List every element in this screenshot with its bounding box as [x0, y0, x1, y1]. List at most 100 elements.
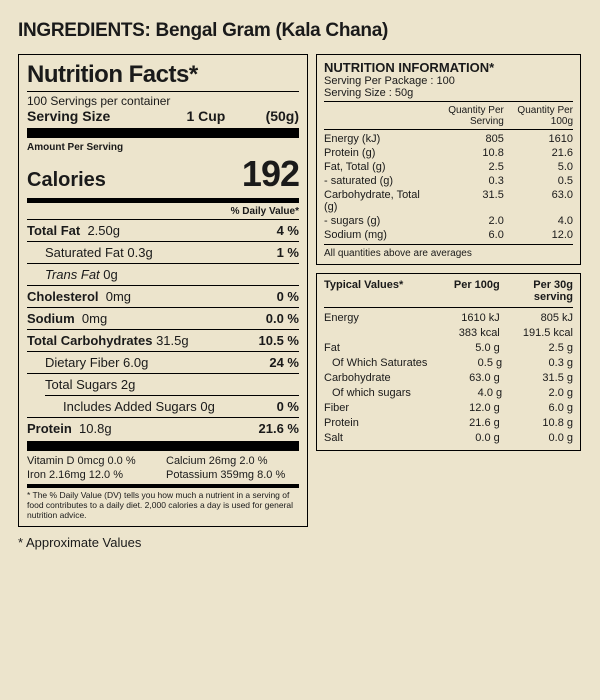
mid-rule	[27, 484, 299, 488]
rule	[27, 329, 299, 330]
ni-row: Energy (kJ)8051610	[324, 132, 573, 146]
tv-header-row: Typical Values* Per 100g Per 30g serving	[324, 279, 573, 303]
amount: 0mg	[106, 289, 131, 304]
tv-row: Protein21.6 g10.8 g	[324, 415, 573, 430]
tv-row: Carbohydrate63.0 g31.5 g	[324, 370, 573, 385]
ni-row: Sodium (mg)6.012.0	[324, 228, 573, 242]
rule	[27, 219, 299, 220]
vitamin-d: Vitamin D 0mcg 0.0 %	[27, 455, 160, 467]
ni-row: - saturated (g)0.30.5	[324, 174, 573, 188]
amount: 0g	[200, 399, 214, 414]
label: Protein	[27, 421, 72, 436]
label: Total Carbohydrates	[27, 333, 152, 348]
ni-row: - sugars (g)2.04.0	[324, 214, 573, 228]
row-total-sugars: Total Sugars 2g	[27, 376, 299, 393]
rule	[27, 285, 299, 286]
label: Sodium	[27, 311, 75, 326]
rule	[27, 373, 299, 374]
row-total-carbohydrates: Total Carbohydrates 31.5g 10.5 %	[27, 332, 299, 349]
iron: Iron 2.16mg 12.0 %	[27, 469, 160, 481]
ni-rows: Energy (kJ)8051610Protein (g)10.821.6Fat…	[324, 132, 573, 242]
panels-row: Nutrition Facts* 100 Servings per contai…	[18, 54, 582, 527]
tv-row: Of which sugars4.0 g2.0 g	[324, 385, 573, 400]
label: Total Sugars	[45, 377, 117, 392]
vitamins-grid: Vitamin D 0mcg 0.0 % Calcium 26mg 2.0 % …	[27, 455, 299, 481]
nutrition-facts-panel: Nutrition Facts* 100 Servings per contai…	[18, 54, 308, 527]
rule	[27, 307, 299, 308]
servings-per-container: 100 Servings per container	[27, 94, 299, 108]
label: Saturated Fat	[45, 245, 124, 260]
ni-row: Protein (g)10.821.6	[324, 146, 573, 160]
rule	[27, 263, 299, 264]
tv-rows: Energy1610 kJ805 kJ383 kcal191.5 kcalFat…	[324, 310, 573, 445]
tv-row: Fat5.0 g2.5 g	[324, 340, 573, 355]
rule	[324, 307, 573, 308]
tv-row: Fiber12.0 g6.0 g	[324, 400, 573, 415]
label: Cholesterol	[27, 289, 99, 304]
row-cholesterol: Cholesterol 0mg 0 %	[27, 288, 299, 305]
nutrition-information-panel: NUTRITION INFORMATION* Serving Per Packa…	[316, 54, 581, 265]
serving-size-label: Serving Size	[27, 108, 146, 124]
amount-per-serving-label: Amount Per Serving	[27, 142, 299, 153]
amount: 2.50g	[87, 223, 120, 238]
nutrition-information-title: NUTRITION INFORMATION*	[324, 60, 573, 75]
serving-size-row: Serving Size 1 Cup (50g)	[27, 108, 299, 124]
serving-size: Serving Size : 50g	[324, 87, 573, 99]
row-trans-fat: Trans Fat 0g	[27, 266, 299, 283]
rule	[324, 101, 573, 102]
dv: 0 %	[277, 289, 299, 304]
label: Total Fat	[27, 223, 80, 238]
potassium: Potassium 359mg 8.0 %	[166, 469, 299, 481]
calories-row: Calories 192	[27, 153, 299, 195]
rule	[324, 244, 573, 245]
dv: 0.0 %	[266, 311, 299, 326]
mid-rule	[27, 198, 299, 203]
rule	[27, 241, 299, 242]
dv: 1 %	[277, 245, 299, 260]
label: Trans Fat	[45, 267, 100, 282]
rule	[27, 91, 299, 92]
thick-rule	[27, 128, 299, 138]
tv-row: Salt0.0 g0.0 g	[324, 430, 573, 445]
amount: 0mg	[82, 311, 107, 326]
dv: 21.6 %	[259, 421, 299, 436]
row-sodium: Sodium 0mg 0.0 %	[27, 310, 299, 327]
serving-size-weight: (50g)	[266, 108, 299, 124]
calories-value: 192	[242, 153, 299, 195]
label: Dietary Fiber	[45, 355, 119, 370]
row-total-fat: Total Fat 2.50g 4 %	[27, 222, 299, 239]
row-dietary-fiber: Dietary Fiber 6.0g 24 %	[27, 354, 299, 371]
nutrition-facts-title: Nutrition Facts*	[27, 61, 299, 89]
rule	[324, 129, 573, 130]
tv-row: Of Which Saturates0.5 g0.3 g	[324, 355, 573, 370]
amount: 10.8g	[79, 421, 112, 436]
col-quantity-per-100g: Quantity Per 100g	[504, 105, 573, 127]
tv-row: Energy1610 kJ805 kJ	[324, 310, 573, 325]
ni-averages-note: All quantities above are averages	[324, 248, 573, 259]
thick-rule	[27, 441, 299, 451]
amount: 2g	[121, 377, 135, 392]
tv-row: 383 kcal191.5 kcal	[324, 325, 573, 340]
ingredients-heading: INGREDIENTS: Bengal Gram (Kala Chana)	[18, 20, 582, 42]
right-column: NUTRITION INFORMATION* Serving Per Packa…	[316, 54, 581, 527]
rule	[27, 417, 299, 418]
daily-value-fineprint: * The % Daily Value (DV) tells you how m…	[27, 491, 299, 520]
ni-header-row: Quantity Per Serving Quantity Per 100g	[324, 105, 573, 127]
row-saturated-fat: Saturated Fat 0.3g 1 %	[27, 244, 299, 261]
row-protein: Protein 10.8g 21.6 %	[27, 420, 299, 437]
calcium: Calcium 26mg 2.0 %	[166, 455, 299, 467]
ni-row: Carbohydrate, Total (g)31.563.0	[324, 188, 573, 214]
row-added-sugars: Includes Added Sugars 0g 0 %	[27, 398, 299, 415]
dv: 0 %	[277, 399, 299, 414]
amount: 6.0g	[123, 355, 148, 370]
label: Includes Added Sugars	[63, 399, 197, 414]
rule	[27, 351, 299, 352]
dv: 4 %	[277, 223, 299, 238]
amount: 0.3g	[127, 245, 152, 260]
dv: 10.5 %	[259, 333, 299, 348]
serving-size-unit: 1 Cup	[146, 108, 265, 124]
col-per-100g: Per 100g	[427, 279, 500, 303]
daily-value-header: % Daily Value*	[27, 206, 299, 217]
col-typical-values: Typical Values*	[324, 279, 427, 303]
amount: 0g	[103, 267, 117, 282]
